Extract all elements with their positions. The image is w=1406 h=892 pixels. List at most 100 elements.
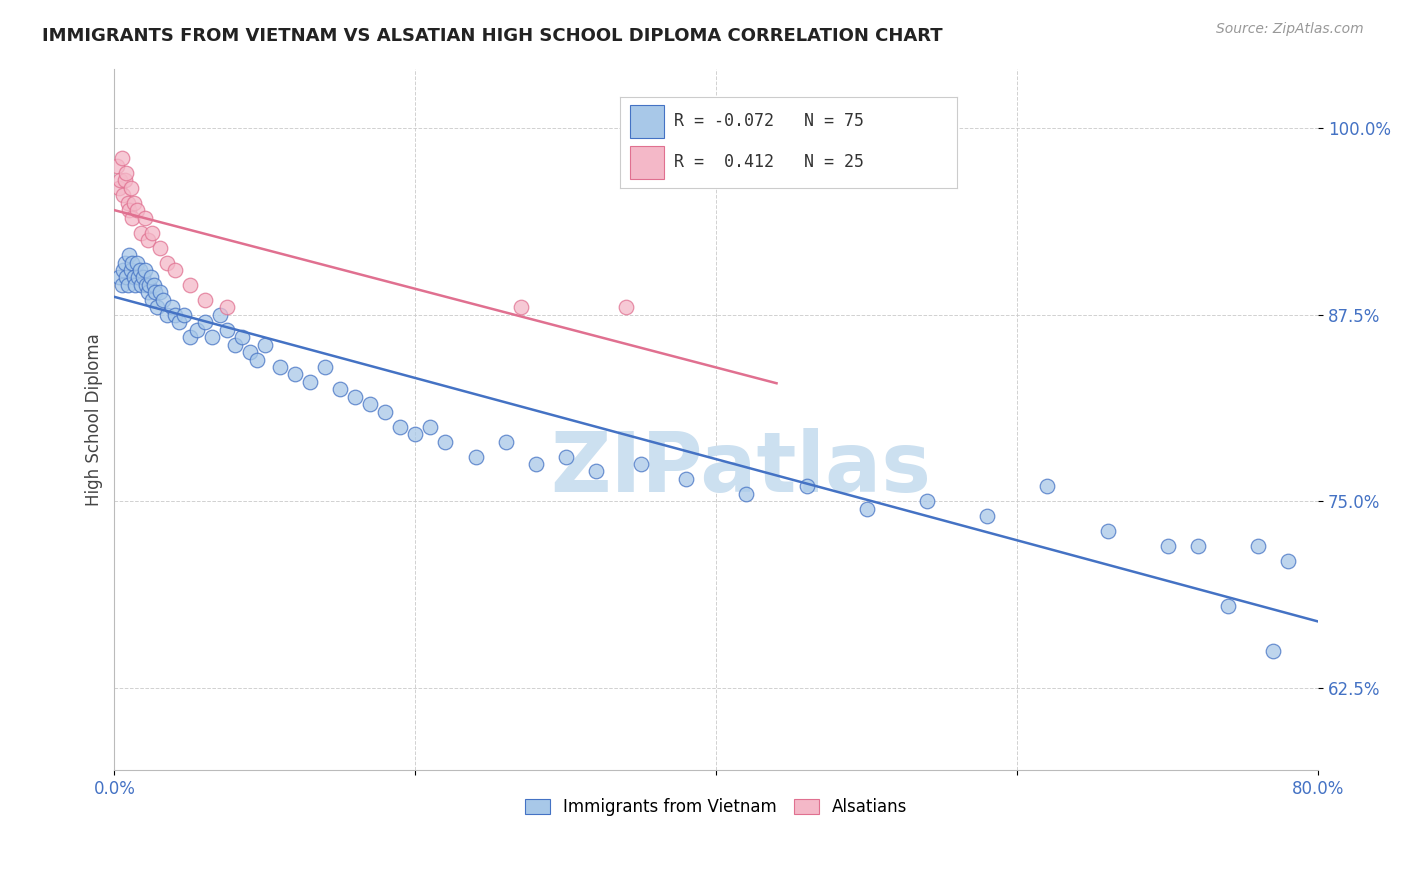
- Point: [224, 337, 246, 351]
- Point: [138, 277, 160, 292]
- Text: IMMIGRANTS FROM VIETNAM VS ALSATIAN HIGH SCHOOL DIPLOMA CORRELATION CHART: IMMIGRANTS FROM VIETNAM VS ALSATIAN HIGH…: [42, 27, 943, 45]
- Point: [976, 509, 998, 524]
- Legend: Immigrants from Vietnam, Alsatians: Immigrants from Vietnam, Alsatians: [517, 790, 915, 825]
- Point: [253, 337, 276, 351]
- Point: [374, 405, 396, 419]
- Point: [173, 308, 195, 322]
- Point: [915, 494, 938, 508]
- Point: [404, 427, 426, 442]
- Point: [125, 203, 148, 218]
- Point: [134, 263, 156, 277]
- Point: [148, 285, 170, 300]
- Point: [208, 308, 231, 322]
- Point: [1261, 643, 1284, 657]
- Point: [194, 293, 217, 307]
- Point: [135, 277, 157, 292]
- Point: [163, 308, 186, 322]
- Point: [856, 501, 879, 516]
- Point: [131, 226, 153, 240]
- Point: [117, 195, 139, 210]
- Point: [121, 211, 143, 225]
- Point: [141, 226, 163, 240]
- Point: [389, 419, 412, 434]
- Point: [111, 151, 134, 165]
- Point: [107, 159, 129, 173]
- Point: [111, 277, 134, 292]
- Point: [120, 263, 142, 277]
- Point: [201, 330, 224, 344]
- Point: [344, 390, 367, 404]
- Point: [134, 211, 156, 225]
- Point: [359, 397, 381, 411]
- Point: [122, 195, 145, 210]
- Point: [269, 359, 291, 374]
- Point: [136, 233, 159, 247]
- Point: [156, 255, 179, 269]
- Point: [434, 434, 457, 449]
- Point: [1097, 524, 1119, 539]
- Point: [239, 345, 262, 359]
- Point: [1277, 554, 1299, 568]
- Point: [115, 166, 138, 180]
- Point: [186, 323, 208, 337]
- Point: [122, 270, 145, 285]
- Point: [1187, 539, 1209, 553]
- Text: ZIPatlas: ZIPatlas: [550, 428, 931, 508]
- Point: [284, 368, 307, 382]
- Point: [141, 293, 163, 307]
- Point: [1216, 599, 1239, 613]
- Point: [614, 301, 637, 315]
- Point: [127, 270, 149, 285]
- Point: [524, 457, 547, 471]
- Point: [299, 375, 322, 389]
- Point: [118, 248, 141, 262]
- Point: [231, 330, 253, 344]
- Point: [179, 330, 201, 344]
- Point: [108, 181, 131, 195]
- Point: [163, 263, 186, 277]
- Point: [630, 457, 652, 471]
- Point: [419, 419, 441, 434]
- Point: [125, 255, 148, 269]
- Point: [131, 277, 153, 292]
- Point: [585, 465, 607, 479]
- Point: [554, 450, 576, 464]
- Point: [179, 277, 201, 292]
- Point: [120, 181, 142, 195]
- Point: [675, 472, 697, 486]
- Point: [143, 285, 166, 300]
- Point: [118, 203, 141, 218]
- Point: [464, 450, 486, 464]
- Point: [156, 308, 179, 322]
- Point: [114, 255, 136, 269]
- Point: [112, 188, 135, 202]
- Point: [121, 255, 143, 269]
- Point: [796, 479, 818, 493]
- Point: [110, 173, 132, 187]
- Point: [495, 434, 517, 449]
- Point: [329, 383, 352, 397]
- Point: [314, 359, 336, 374]
- Point: [1036, 479, 1059, 493]
- Y-axis label: High School Diploma: High School Diploma: [86, 333, 103, 506]
- Point: [142, 277, 165, 292]
- Point: [1157, 539, 1180, 553]
- Point: [148, 241, 170, 255]
- Point: [145, 301, 167, 315]
- Point: [152, 293, 174, 307]
- Point: [160, 301, 183, 315]
- Point: [114, 173, 136, 187]
- Text: Source: ZipAtlas.com: Source: ZipAtlas.com: [1216, 22, 1364, 37]
- Point: [194, 315, 217, 329]
- Point: [115, 270, 138, 285]
- Point: [129, 263, 152, 277]
- Point: [139, 270, 162, 285]
- Point: [217, 323, 239, 337]
- Point: [246, 352, 269, 367]
- Point: [124, 277, 146, 292]
- Point: [108, 270, 131, 285]
- Point: [1247, 539, 1270, 553]
- Point: [735, 487, 758, 501]
- Point: [509, 301, 531, 315]
- Point: [112, 263, 135, 277]
